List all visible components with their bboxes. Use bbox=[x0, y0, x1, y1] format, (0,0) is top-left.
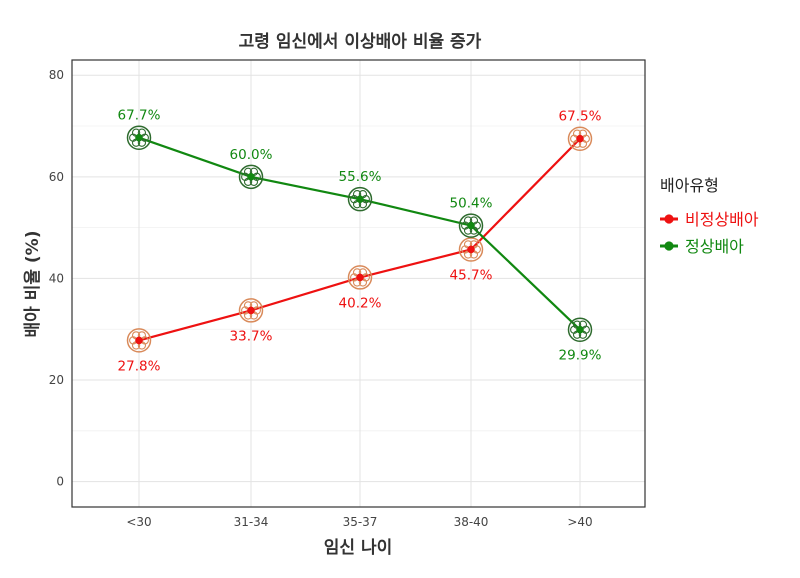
legend-label: 정상배아 bbox=[685, 237, 744, 256]
data-label: 29.9% bbox=[559, 348, 602, 364]
data-label: 33.7% bbox=[230, 328, 273, 344]
data-label: 50.4% bbox=[450, 196, 493, 212]
x-tick-label: 35-37 bbox=[343, 515, 378, 529]
x-axis-title: 임신 나이 bbox=[324, 537, 392, 558]
legend-label: 비정상배아 bbox=[685, 210, 759, 229]
data-point bbox=[467, 245, 475, 254]
grid bbox=[72, 60, 645, 507]
data-point bbox=[576, 325, 584, 334]
x-axis-ticks: <30 31-34 35-37 38-40 >40 bbox=[126, 515, 592, 529]
y-tick-label: 20 bbox=[49, 373, 64, 387]
chart-title: 고령 임신에서 이상배아 비율 증가 bbox=[239, 31, 482, 52]
data-point bbox=[356, 273, 364, 282]
y-axis-ticks: 0 20 40 60 80 bbox=[49, 68, 64, 488]
data-label: 45.7% bbox=[450, 267, 493, 283]
legend-swatch-point bbox=[664, 214, 674, 224]
data-label: 67.5% bbox=[559, 109, 602, 125]
x-tick-label: <30 bbox=[126, 515, 151, 529]
data-label: 27.8% bbox=[118, 358, 161, 374]
x-tick-label: >40 bbox=[567, 515, 592, 529]
series bbox=[126, 125, 593, 353]
data-label: 40.2% bbox=[339, 295, 382, 311]
data-point bbox=[467, 221, 475, 230]
x-tick-label: 31-34 bbox=[234, 515, 269, 529]
data-point bbox=[135, 133, 143, 142]
data-label: 60.0% bbox=[230, 147, 273, 163]
plot-border bbox=[71, 59, 646, 508]
y-tick-label: 80 bbox=[49, 68, 64, 82]
y-axis-title: 배아 비율 (%) bbox=[23, 231, 43, 338]
y-tick-label: 60 bbox=[49, 170, 64, 184]
data-label: 67.7% bbox=[118, 108, 161, 124]
data-point bbox=[247, 306, 255, 315]
data-labels: 27.8% 33.7% 40.2% 45.7% 67.5% 67.7% 60.0% 55.6%… bbox=[118, 108, 602, 375]
y-tick-label: 40 bbox=[49, 271, 64, 285]
data-point bbox=[356, 195, 364, 203]
data-point bbox=[247, 173, 255, 181]
data-label: 55.6% bbox=[339, 169, 382, 185]
y-tick-label: 0 bbox=[56, 475, 64, 489]
legend-swatch-point bbox=[664, 241, 674, 251]
data-point bbox=[135, 336, 143, 345]
legend-title: 배아유형 bbox=[660, 176, 719, 195]
data-point bbox=[576, 134, 584, 143]
x-tick-label: 38-40 bbox=[454, 515, 489, 529]
